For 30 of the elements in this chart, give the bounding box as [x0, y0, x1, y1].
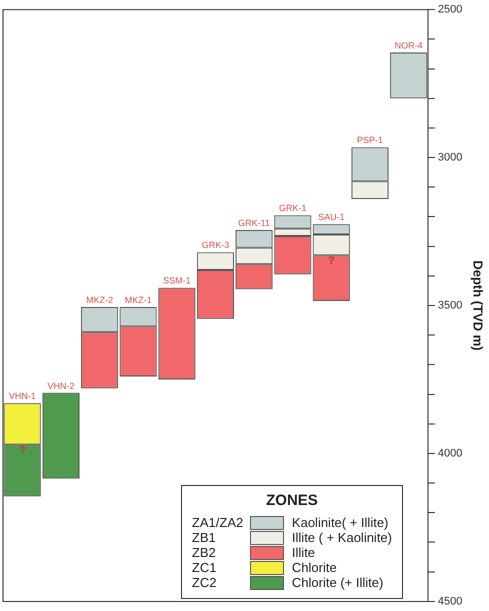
annotation: ZB1: [192, 530, 217, 545]
annotation: ?: [18, 444, 26, 457]
x-tick-label: GRK-3: [202, 240, 230, 250]
x-tick-label: SAU-1: [318, 212, 345, 222]
legend-label: Chlorite: [292, 560, 337, 575]
annotation: ZB2: [192, 545, 217, 560]
legend-label: Illite ( + Kaolinite): [292, 530, 392, 545]
y-tick-label: 3000: [438, 152, 462, 164]
x-tick-label: NOR-4: [394, 40, 423, 50]
x-tick-label: GRK-11: [238, 218, 270, 228]
annotation: ?: [328, 255, 335, 268]
x-tick-label: VHN-2: [47, 380, 74, 391]
x-tick-label: MKZ-1: [124, 294, 152, 305]
annotation: ZA1/ZA2: [192, 515, 244, 530]
annotation: ZC2: [192, 575, 218, 590]
y-tick-label: 2500: [438, 4, 462, 16]
legend-title: ZONES: [265, 492, 319, 509]
x-tick-label: SSM-1: [163, 276, 191, 286]
legend-label: Chlorite (+ Illite): [292, 575, 384, 590]
x-tick-label: PSP-1: [356, 135, 383, 146]
legend-label: Kaolinite( + Illite): [292, 515, 388, 530]
x-tick-label: MKZ-2: [86, 294, 114, 305]
x-tick-label: GRK-1: [278, 203, 306, 214]
annotation: ZC1: [192, 560, 218, 575]
y-tick-label: 4500: [438, 595, 462, 608]
legend-label: Illite: [292, 545, 316, 560]
y-axis-title: Depth (TVD m): [470, 260, 486, 351]
x-tick-label: VHN-1: [8, 391, 36, 402]
y-tick-label: 4000: [438, 447, 462, 460]
y-tick-label: 3500: [438, 300, 462, 312]
